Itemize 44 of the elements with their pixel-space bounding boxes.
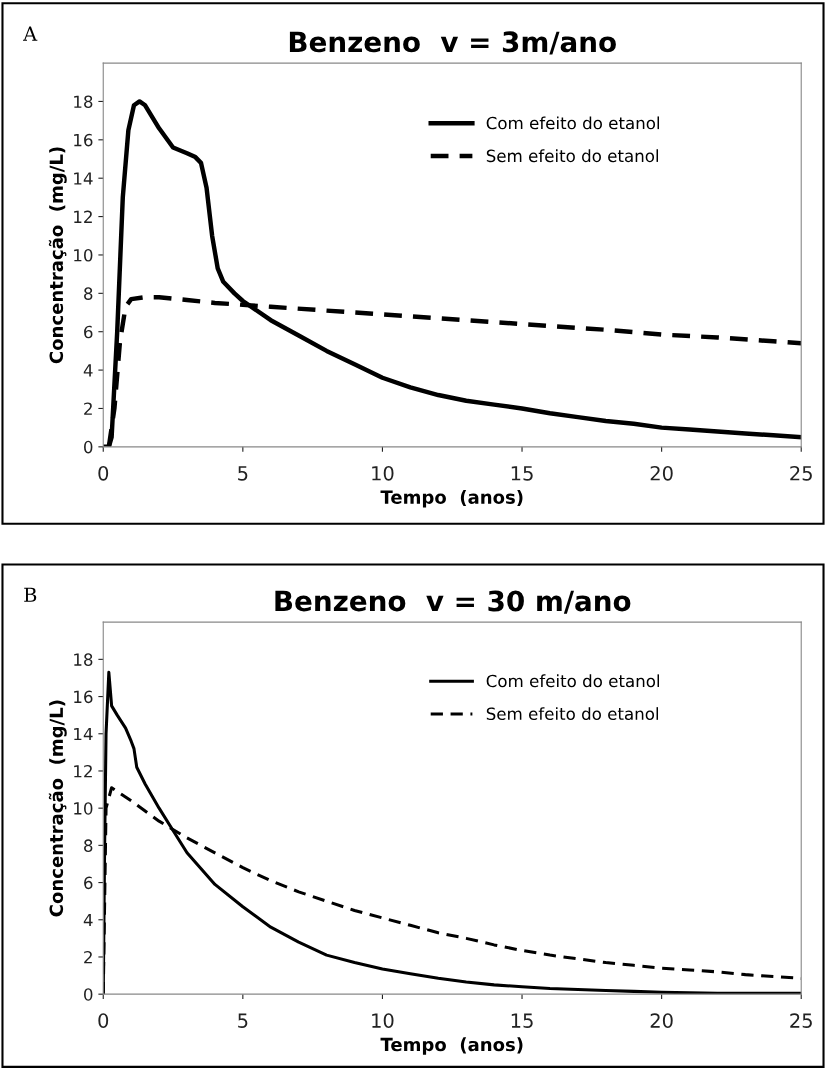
x-tick-label: 0 bbox=[98, 1013, 109, 1028]
chart-title: Benzeno v = 3m/ano bbox=[289, 31, 616, 55]
x-tick-label: 5 bbox=[238, 466, 248, 481]
legend-label: Sem efeito do etanol bbox=[486, 149, 659, 163]
y-tick-label: 10 bbox=[74, 248, 93, 262]
x-tick-label: 10 bbox=[372, 1013, 394, 1028]
y-tick-label: 16 bbox=[74, 133, 93, 147]
y-axis-title: Concentração (mg/L) bbox=[48, 700, 67, 917]
y-tick-label: 0 bbox=[84, 440, 93, 454]
text: B bbox=[24, 587, 37, 602]
legend-label: Com efeito do etanol bbox=[486, 674, 660, 688]
legend-label: Com efeito do etanol bbox=[486, 116, 660, 130]
y-tick-label: 6 bbox=[84, 325, 93, 339]
y-tick-label: 12 bbox=[74, 764, 92, 778]
x-axis-title: Tempo (anos) bbox=[380, 1037, 523, 1055]
y-tick-label: 8 bbox=[84, 839, 93, 852]
y-axis-title: Concentração (mg/L) bbox=[48, 147, 67, 364]
x-tick-label: 20 bbox=[650, 1013, 673, 1028]
y-tick-label: 2 bbox=[84, 950, 92, 964]
x-tick-label: 10 bbox=[372, 465, 394, 481]
y-tick-label: 2 bbox=[84, 402, 92, 415]
y-tick-label: 0 bbox=[84, 988, 93, 1001]
x-tick-label: 0 bbox=[98, 465, 109, 481]
y-tick-label: 8 bbox=[84, 287, 93, 300]
y-tick-label: 14 bbox=[74, 172, 93, 185]
x-tick-label: 5 bbox=[238, 1013, 248, 1028]
text: A bbox=[23, 26, 38, 41]
y-tick-label: 4 bbox=[83, 364, 93, 377]
y-tick-label: 18 bbox=[74, 653, 93, 666]
chart-title: Benzeno v = 30 m/ano bbox=[275, 590, 631, 614]
legend-label: Sem efeito do etanol bbox=[486, 707, 659, 721]
y-tick-label: 12 bbox=[74, 210, 92, 223]
x-tick-label: 15 bbox=[511, 1013, 533, 1028]
x-tick-label: 25 bbox=[790, 1013, 812, 1028]
x-tick-label: 15 bbox=[511, 466, 533, 481]
y-tick-label: 4 bbox=[83, 913, 93, 927]
x-axis-title: Tempo (anos) bbox=[380, 489, 523, 508]
y-tick-label: 10 bbox=[74, 802, 93, 815]
y-tick-label: 14 bbox=[74, 727, 93, 741]
x-tick-label: 20 bbox=[650, 465, 673, 481]
y-tick-label: 16 bbox=[74, 690, 93, 704]
y-tick-label: 6 bbox=[84, 876, 93, 890]
x-tick-label: 25 bbox=[790, 465, 812, 481]
y-tick-label: 18 bbox=[74, 95, 93, 109]
